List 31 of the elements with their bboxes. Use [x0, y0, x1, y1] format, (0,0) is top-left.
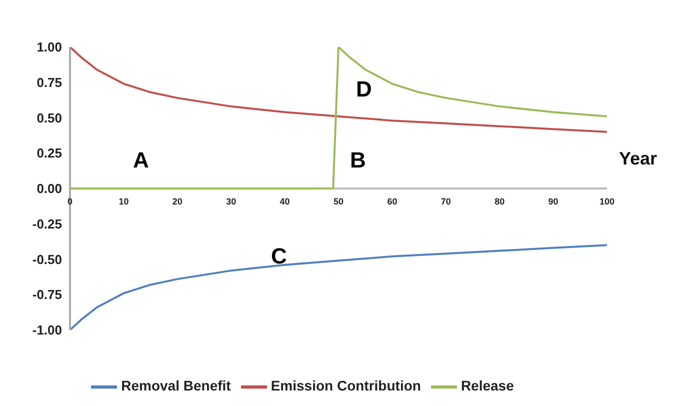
line-series — [70, 244, 607, 330]
y-tick-label: -0.50 — [32, 252, 62, 267]
y-tick-label: 0.25 — [36, 146, 62, 161]
x-tick-label: 100 — [599, 196, 615, 206]
y-tick-label: -1.00 — [32, 322, 62, 338]
y-tick-label: 0.00 — [36, 181, 62, 196]
annotation: B — [350, 148, 366, 172]
y-tick-label: 1.00 — [36, 40, 62, 55]
x-tick-label: 20 — [172, 196, 182, 206]
line-series — [70, 47, 607, 190]
annotation: C — [271, 244, 288, 268]
legend-label: Emission Contribution — [270, 378, 421, 394]
y-tick-label: -0.25 — [32, 216, 62, 232]
x-tick-label: 60 — [387, 196, 398, 206]
annotation: A — [133, 148, 150, 172]
x-tick-label: 0 — [67, 196, 73, 206]
y-tick-label: 0.75 — [36, 74, 62, 90]
legend-label: Release — [460, 378, 514, 394]
x-tick-label: 70 — [440, 196, 451, 206]
x-tick-label: 90 — [548, 196, 558, 206]
x-tick-label: 50 — [333, 196, 344, 206]
x-tick-label: 40 — [280, 196, 290, 206]
line-series — [70, 47, 607, 133]
x-tick-label: 30 — [226, 196, 236, 206]
x-tick-label: 10 — [118, 196, 129, 206]
annotation: D — [356, 76, 372, 102]
x-axis-title: Year — [619, 148, 658, 168]
y-tick-label: -0.75 — [32, 287, 62, 302]
x-tick-label: 80 — [494, 196, 505, 206]
y-tick-label: 0.50 — [36, 110, 62, 126]
legend-label: Removal Benefit — [121, 378, 231, 394]
